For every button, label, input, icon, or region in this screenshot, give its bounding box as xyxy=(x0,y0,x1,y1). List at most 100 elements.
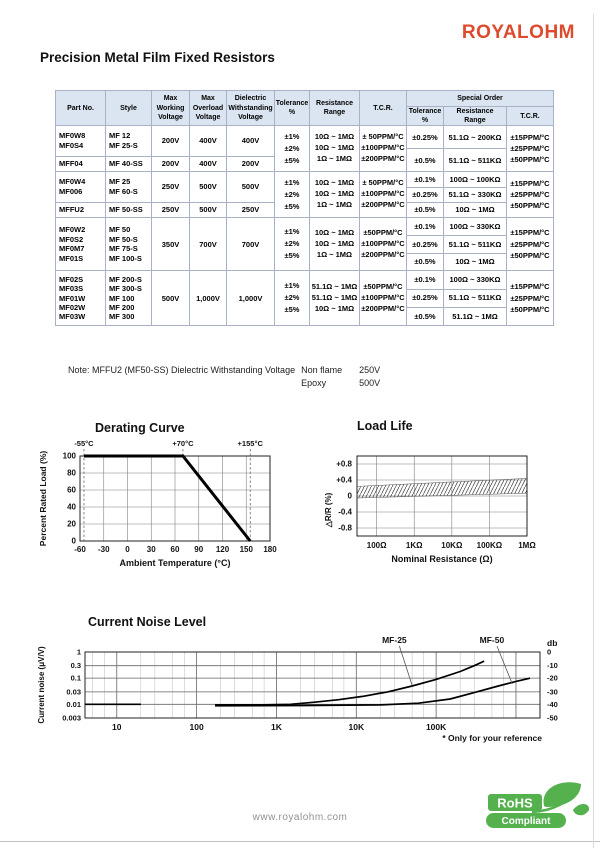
cell-sp-tcr: ±15PPM/°C ±25PPM/°C ±50PPM/°C xyxy=(506,125,554,173)
svg-text:100: 100 xyxy=(63,452,77,461)
note-key: Non flame xyxy=(301,365,343,375)
cell-sp-tolerance: ±0.1% ±0.25% ±0.5% xyxy=(406,270,444,327)
page-title: Precision Metal Film Fixed Resistors xyxy=(40,50,275,65)
note-key: Epoxy xyxy=(301,378,327,389)
loadlife-chart-title: Load Life xyxy=(357,419,413,433)
note-row: Epoxy 500V xyxy=(301,377,380,390)
svg-text:-60: -60 xyxy=(74,545,86,554)
chart-footnote: * Only for your reference xyxy=(442,733,542,743)
cell-tolerance: ±1% ±2% ±5% xyxy=(274,171,310,219)
col-sp-tcr: T.C.R. xyxy=(506,105,554,127)
page-right-edge xyxy=(593,14,594,848)
cell-dielectric-voltage: 700V xyxy=(226,217,275,272)
loadlife-chart: 100Ω 1KΩ 10KΩ 100KΩ 1MΩ +0.8 +0.4 0 -0.4 -0.8 Nomi… xyxy=(324,455,536,564)
cell-resistance-range: 51.1Ω ~ 1MΩ 51.1Ω ~ 1MΩ 10Ω ~ 1MΩ xyxy=(309,270,360,327)
rohs-compliant-text: Compliant xyxy=(502,816,552,827)
cell-max-overload-voltage: 1,000V xyxy=(189,270,227,327)
cell-sp-range: 100Ω ~ 330KΩ 51.1Ω ~ 511KΩ 51.1Ω ~ 1MΩ xyxy=(443,270,507,327)
note-prefix: Note: MFFU2 (MF50-SS) Dielectric Withsta… xyxy=(68,365,296,375)
svg-text:Nominal Resistance (Ω): Nominal Resistance (Ω) xyxy=(391,554,492,564)
col-sp-range: Resistance Range xyxy=(443,105,507,127)
svg-text:Current noise (μV/V): Current noise (μV/V) xyxy=(37,646,46,724)
cell-resistance-range: 10Ω ~ 1MΩ 10Ω ~ 1MΩ 1Ω ~ 1MΩ xyxy=(309,125,360,173)
page-bottom-rule xyxy=(0,841,600,842)
cell-resistance-range: 10Ω ~ 1MΩ 10Ω ~ 1MΩ 1Ω ~ 1MΩ xyxy=(309,217,360,272)
cell-max-working-voltage: 500V xyxy=(151,270,190,327)
svg-text:180: 180 xyxy=(263,545,277,554)
cell-tcr: ±50PPM/°C ±100PPM/°C ±200PPM/°C xyxy=(359,270,407,327)
cell-style: MF 25 MF 60-S MF 50-SS xyxy=(105,171,152,219)
svg-text:MF-25: MF-25 xyxy=(382,635,407,645)
svg-text:10: 10 xyxy=(112,722,122,732)
svg-text:△R/R (%): △R/R (%) xyxy=(324,492,333,528)
svg-text:60: 60 xyxy=(171,545,180,554)
spec-table-head: Part No. Style Max Working Voltage Max O… xyxy=(55,89,554,127)
rohs-badge xyxy=(488,794,542,811)
leaf-stem-icon xyxy=(531,786,581,814)
note-value: 500V xyxy=(359,378,381,389)
svg-text:Ambient Temperature (°C): Ambient Temperature (°C) xyxy=(120,558,231,568)
cell-max-overload-voltage: 500V 500V xyxy=(189,171,227,219)
cell-sp-tolerance: ±0.1% ±0.25% ±0.5% xyxy=(406,217,444,272)
svg-text:-40: -40 xyxy=(547,700,558,709)
svg-text:+70°C: +70°C xyxy=(172,439,194,448)
cell-tolerance: ±1% ±2% ±5% xyxy=(274,217,310,272)
cell-part-no: MF0W8 MF0S4 MFF04 xyxy=(55,125,106,173)
svg-text:20: 20 xyxy=(67,520,76,529)
noise-chart-title: Current Noise Level xyxy=(88,615,207,629)
cell-tolerance: ±1% ±2% ±5% xyxy=(274,270,310,327)
spec-table-body: MF0W8 MF0S4 MFF04 MF 12 MF 25-S MF 40-SS 200… xyxy=(55,125,554,327)
svg-text:120: 120 xyxy=(216,545,230,554)
cell-dielectric-voltage: 1,000V xyxy=(226,270,275,327)
svg-text:40: 40 xyxy=(67,503,76,512)
cell-tcr: ± 50PPM/°C ±100PPM/°C ±200PPM/°C xyxy=(359,171,407,219)
col-style: Style xyxy=(105,89,152,127)
svg-text:-0.8: -0.8 xyxy=(338,524,352,533)
svg-text:MF-50: MF-50 xyxy=(480,635,505,645)
rohs-text: RoHS xyxy=(497,796,533,811)
svg-text:1: 1 xyxy=(77,648,81,657)
svg-text:-30: -30 xyxy=(547,687,558,696)
cell-max-working-voltage: 200V 200V xyxy=(151,125,190,173)
rohs-compliant-badge xyxy=(486,813,566,828)
leaf-small-icon xyxy=(573,803,590,816)
derating-chart: -60 -30 0 30 60 90 120 150 180 0 20 40 60 80 100 -55°C +… xyxy=(38,439,277,568)
cell-sp-tolerance: ±0.25% ±0.5% xyxy=(406,125,444,173)
col-max-overload-voltage: Max Overload Voltage xyxy=(189,89,227,127)
cell-sp-tcr: ±15PPM/°C ±25PPM/°C ±50PPM/°C xyxy=(506,171,554,219)
cell-style: MF 12 MF 25-S MF 40-SS xyxy=(105,125,152,173)
svg-text:1MΩ: 1MΩ xyxy=(518,541,536,550)
cell-max-working-voltage: 250V 250V xyxy=(151,171,190,219)
leaf-big-icon xyxy=(543,782,581,807)
cell-part-no: MF0W4 MF006 MFFU2 xyxy=(55,171,106,219)
svg-text:100Ω: 100Ω xyxy=(367,541,387,550)
cell-sp-range: 100Ω ~ 100KΩ 51.1Ω ~ 330KΩ 10Ω ~ 1MΩ xyxy=(443,171,507,219)
svg-text:db: db xyxy=(547,638,557,648)
svg-text:0: 0 xyxy=(547,648,551,657)
svg-text:0: 0 xyxy=(348,492,353,501)
svg-text:80: 80 xyxy=(67,469,76,478)
cell-part-no: MF02S MF03S MF01W MF02W MF03W xyxy=(55,270,106,327)
svg-text:90: 90 xyxy=(194,545,203,554)
svg-text:-55°C: -55°C xyxy=(74,439,94,448)
col-sp-tolerance: Tolerance % xyxy=(406,105,444,127)
col-tolerance: Tolerance % xyxy=(274,89,310,127)
svg-text:30: 30 xyxy=(147,545,156,554)
svg-text:100: 100 xyxy=(190,722,204,732)
brand-logo: ROYALOHM xyxy=(461,22,575,43)
cell-sp-range: 100Ω ~ 330KΩ 51.1Ω ~ 511KΩ 10Ω ~ 1MΩ xyxy=(443,217,507,272)
note-row: Non flame 250V xyxy=(301,364,380,377)
col-dielectric-withstanding-voltage: Dielectric Withstanding Voltage xyxy=(226,89,275,127)
col-resistance-range: Resistance Range xyxy=(309,89,360,127)
svg-text:+155°C: +155°C xyxy=(238,439,264,448)
note-value: 250V xyxy=(359,365,381,375)
svg-text:1K: 1K xyxy=(271,722,283,732)
svg-text:-50: -50 xyxy=(547,714,558,723)
footer-url: www.royalohm.com xyxy=(252,812,348,823)
svg-text:0.1: 0.1 xyxy=(71,674,81,683)
cell-max-overload-voltage: 400V 400V xyxy=(189,125,227,173)
cell-tcr: ±50PPM/°C ±100PPM/°C ±200PPM/°C xyxy=(359,217,407,272)
svg-text:0.003: 0.003 xyxy=(62,714,81,723)
